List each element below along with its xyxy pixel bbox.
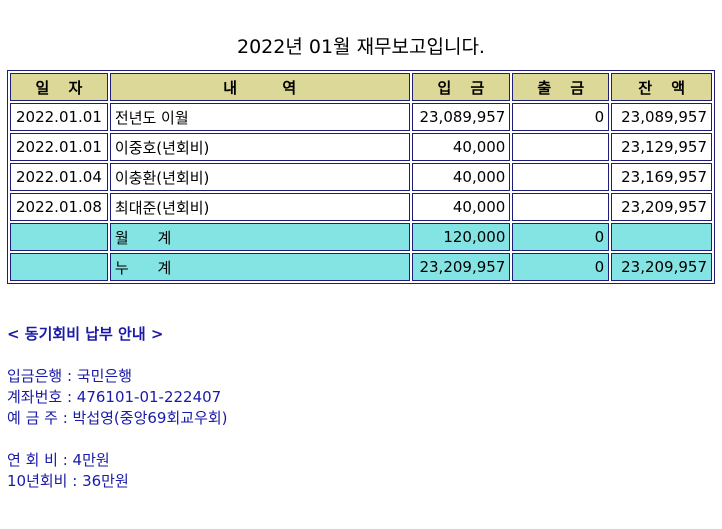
notice-line: 10년회비 : 36만원: [7, 472, 129, 490]
report-title: 2022년 01월 재무보고입니다.: [237, 36, 485, 58]
column-header: 일 자: [10, 73, 108, 101]
table-cell: 이충환(년회비): [109, 163, 410, 191]
column-header: 내 역: [109, 73, 410, 101]
table-cell: [10, 223, 108, 251]
table-cell: 23,209,957: [411, 253, 511, 281]
table-cell: [611, 223, 712, 251]
table-cell: 23,089,957: [611, 103, 712, 131]
column-header: 입 금: [411, 73, 511, 101]
notice-line: 예 금 주 : 박섭영(중앙69회교우회): [7, 409, 228, 427]
column-header: 잔 액: [611, 73, 712, 101]
table-cell: 누 계: [109, 253, 410, 281]
table-cell: [512, 193, 610, 221]
notice-heading: < 동기회비 납부 안내 >: [7, 325, 164, 343]
table-cell: 23,209,957: [611, 253, 712, 281]
table-cell: [10, 253, 108, 281]
table-cell: 최대준(년회비): [109, 193, 410, 221]
data-row: 2022.01.04 이충환(년회비) 40,000 23,169,957: [10, 163, 712, 191]
table-cell: 2022.01.04: [10, 163, 108, 191]
data-row: 2022.01.01 전년도 이월 23,089,957 0 23,089,957: [10, 103, 712, 131]
table-cell: 23,209,957: [611, 193, 712, 221]
column-header: 출 금: [512, 73, 610, 101]
table-body: 2022.01.01 전년도 이월 23,089,957 0 23,089,957 202…: [10, 103, 712, 281]
table-cell: 2022.01.01: [10, 133, 108, 161]
table-cell: 23,129,957: [611, 133, 712, 161]
table-cell: 40,000: [411, 133, 511, 161]
table-cell: 0: [512, 103, 610, 131]
table-cell: 이중호(년회비): [109, 133, 410, 161]
table-cell: 23,169,957: [611, 163, 712, 191]
table-cell: 2022.01.01: [10, 103, 108, 131]
table-cell: 40,000: [411, 193, 511, 221]
table-cell: 2022.01.08: [10, 193, 108, 221]
notice-line: 계좌번호 : 476101-01-222407: [7, 388, 222, 406]
total-row: 누 계 23,209,957 0 23,209,957: [10, 253, 712, 281]
table-cell: 월 계: [109, 223, 410, 251]
data-row: 2022.01.08 최대준(년회비) 40,000 23,209,957: [10, 193, 712, 221]
notice-line: 연 회 비 : 4만원: [7, 451, 110, 469]
data-row: 2022.01.01 이중호(년회비) 40,000 23,129,957: [10, 133, 712, 161]
table-cell: 전년도 이월: [109, 103, 410, 131]
table-cell: 23,089,957: [411, 103, 511, 131]
table-cell: 0: [512, 223, 610, 251]
table-cell: 0: [512, 253, 610, 281]
fee-info: 연 회 비 : 4만원 10년회비 : 36만원: [7, 450, 228, 492]
notice-line: 입금은행 : 국민은행: [7, 367, 132, 385]
table-cell: 120,000: [411, 223, 511, 251]
table-cell: 40,000: [411, 163, 511, 191]
table-cell: [512, 163, 610, 191]
table-cell: [512, 133, 610, 161]
total-row: 월 계 120,000 0: [10, 223, 712, 251]
